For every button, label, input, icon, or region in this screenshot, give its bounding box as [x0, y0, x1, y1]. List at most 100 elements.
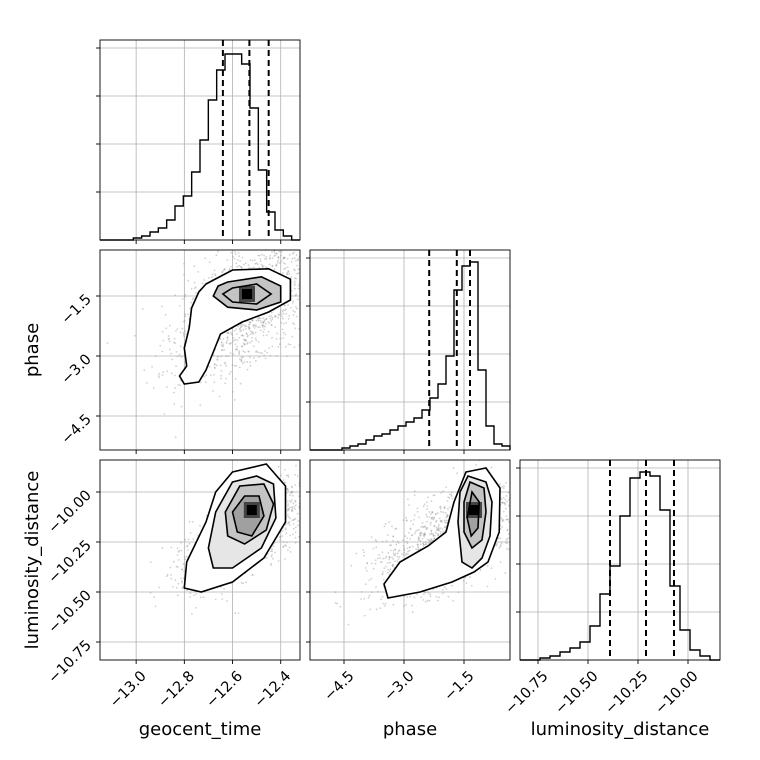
sample-point [288, 499, 291, 502]
sample-point [522, 526, 524, 528]
sample-point [505, 539, 508, 542]
sample-point [246, 368, 249, 371]
sample-point [443, 507, 446, 509]
sample-point [221, 345, 224, 348]
sample-point [292, 251, 295, 254]
sample-point [296, 272, 299, 275]
sample-point [377, 590, 380, 593]
sample-point [397, 558, 400, 560]
sample-point [428, 511, 431, 513]
sample-point [246, 341, 249, 344]
sample-point [440, 510, 442, 513]
sample-point [402, 544, 405, 547]
sample-point [224, 382, 227, 385]
sample-point [428, 516, 431, 518]
sample-point [270, 242, 272, 244]
sample-point [290, 276, 293, 279]
sample-point [182, 577, 185, 580]
sample-point [306, 267, 308, 269]
sample-point [429, 593, 432, 596]
sample-point [408, 549, 411, 552]
sample-point [391, 556, 393, 559]
sample-point [245, 339, 248, 342]
sample-point [191, 613, 193, 615]
sample-point [291, 335, 294, 338]
sample-point [528, 497, 530, 499]
sample-point [379, 557, 382, 559]
sample-point [251, 336, 253, 339]
sample-point [173, 337, 176, 340]
sample-point [274, 551, 276, 554]
sample-point [294, 277, 296, 279]
sample-point [257, 316, 260, 319]
sample-point [226, 259, 229, 261]
sample-point [173, 341, 176, 344]
sample-point [262, 232, 264, 234]
sample-point [324, 502, 326, 504]
sample-point [360, 598, 362, 600]
sample-point [283, 468, 286, 471]
sample-point [229, 215, 231, 217]
sample-point [401, 553, 403, 556]
sample-point [254, 235, 256, 237]
sample-point [430, 521, 432, 524]
sample-point [394, 560, 396, 563]
sample-point [297, 298, 299, 301]
sample-point [256, 318, 259, 320]
sample-point [388, 521, 390, 523]
sample-point [381, 540, 384, 543]
sample-point [271, 237, 273, 239]
sample-point [270, 562, 272, 565]
sample-point [228, 269, 231, 271]
sample-point [268, 256, 271, 259]
sample-point [501, 501, 504, 504]
sample-point [242, 356, 244, 359]
sample-point [329, 260, 331, 262]
sample-point [284, 482, 287, 484]
sample-point [286, 513, 289, 516]
sample-point [230, 251, 233, 254]
sample-point [387, 568, 389, 571]
sample-point [287, 270, 290, 273]
sample-point [174, 294, 177, 297]
sample-point [183, 556, 186, 558]
sample-point [315, 263, 317, 265]
sample-point [258, 326, 261, 328]
sample-point [195, 292, 197, 294]
sample-point [235, 348, 238, 350]
sample-point [503, 485, 505, 487]
sample-point [297, 272, 300, 274]
tick-label-x: −12.8 [155, 668, 198, 711]
sample-point [446, 514, 449, 517]
sample-point [176, 355, 179, 358]
sample-point [298, 536, 300, 538]
sample-point [382, 557, 384, 560]
sample-point [290, 490, 293, 493]
sample-point [225, 377, 228, 380]
sample-point [230, 265, 233, 268]
sample-point [366, 562, 369, 565]
sample-point [443, 526, 446, 528]
sample-point [276, 228, 278, 230]
sample-point [260, 263, 263, 266]
sample-point [264, 357, 267, 360]
sample-point [442, 511, 444, 514]
sample-point [366, 561, 369, 564]
sample-point [405, 540, 408, 543]
sample-point [323, 298, 325, 300]
sample-point [325, 174, 327, 176]
sample-point [165, 327, 168, 330]
sample-point [175, 565, 178, 568]
sample-point [499, 561, 502, 564]
histogram-luminosity_distance [520, 471, 720, 661]
sample-point [240, 356, 243, 359]
sample-point [504, 507, 507, 510]
sample-point [336, 602, 338, 605]
sample-point [301, 305, 303, 307]
sample-point [297, 268, 300, 271]
sample-point [267, 330, 270, 333]
sample-point [174, 387, 176, 389]
sample-point [264, 325, 266, 328]
sample-point [187, 313, 189, 316]
sample-point [422, 599, 425, 601]
